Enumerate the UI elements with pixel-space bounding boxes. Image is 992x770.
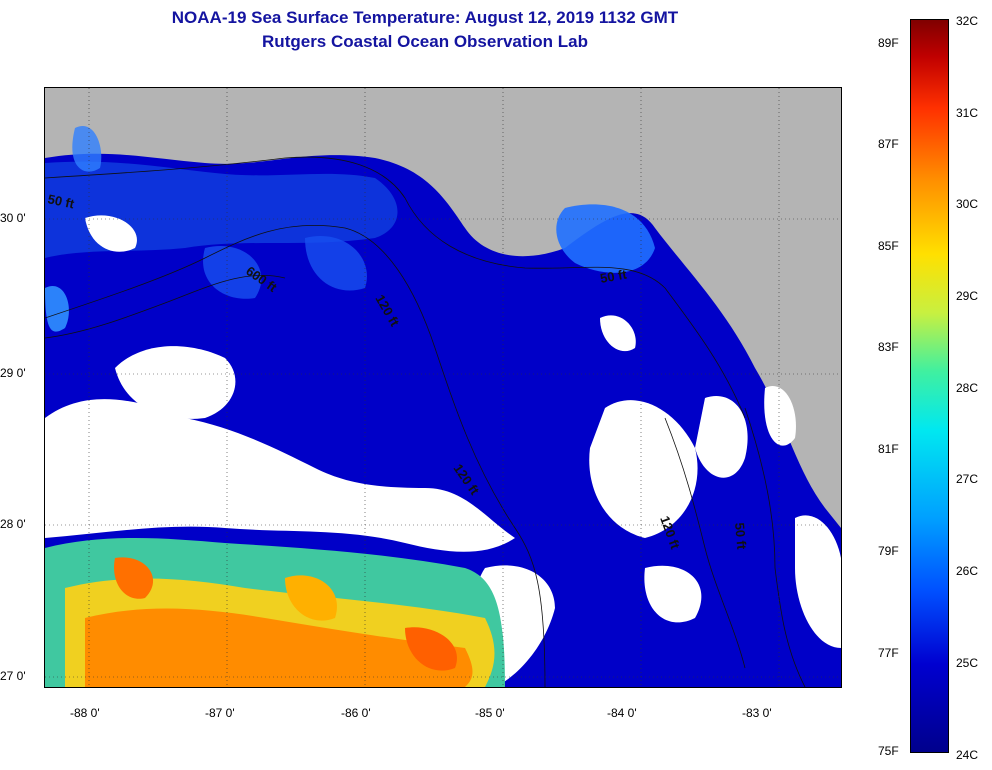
map-title: NOAA-19 Sea Surface Temperature: August … [171,8,679,27]
lon-label: -88 0' [70,706,100,720]
colorbar-f-label: 81F [878,442,899,456]
colorbar-c-label: 27C [956,472,979,486]
graticule [45,88,841,687]
coastal-patch [556,204,655,273]
lat-label: 28 0' [0,517,26,531]
cloud [695,396,748,478]
colorbar-f-label: 89F [878,36,899,50]
temperature-colorbar [910,19,949,753]
coastal-patch [72,126,102,172]
colorbar-c-label: 24C [956,748,979,762]
cloud [589,400,698,538]
contour-line [45,274,286,339]
cloud [85,215,137,252]
colorbar-f-label: 87F [878,137,899,151]
contour-label: 50 ft [46,191,76,211]
cloud [644,565,702,623]
colorbar-c-label: 31C [956,106,979,120]
sst-map: 50 ft 600 ft 120 ft 50 ft 120 ft 50 ft 1… [44,87,842,688]
cloud [115,346,236,419]
colorbar-f-label: 79F [878,544,899,558]
contour-line [45,225,546,687]
colorbar-f-label: 83F [878,340,899,354]
warm-patch [114,557,154,599]
colorbar-c-label: 29C [956,289,979,303]
coastal-patch [45,286,69,332]
lon-label: -83 0' [742,706,772,720]
contour-label: 50 ft [732,522,749,551]
map-subtitle: Rutgers Coastal Ocean Observation Lab [262,32,588,51]
cloud [764,386,796,446]
cloud [795,515,841,648]
cloud [45,399,515,552]
colorbar-c-label: 30C [956,197,979,211]
lon-label: -85 0' [475,706,505,720]
lat-label: 27 0' [0,669,26,683]
warm-water-hot [85,608,473,687]
colorbar-f-label: 75F [878,744,899,758]
colorbar-c-label: 28C [956,381,979,395]
contour-line [744,407,806,687]
coastal-patch [203,246,262,299]
coastal-patch [305,236,367,291]
colorbar-c-label: 26C [956,564,979,578]
colorbar-c-label: 32C [956,14,979,28]
colorbar-c-label: 25C [956,656,979,670]
warm-patch [285,575,337,621]
cloud [600,315,636,352]
lat-label: 29 0' [0,366,26,380]
contour-label: 50 ft [599,266,629,286]
lon-label: -84 0' [607,706,637,720]
lat-label: 30 0' [0,211,26,225]
contour-line [664,417,746,669]
warm-patch [405,627,457,671]
colorbar-f-label: 85F [878,239,899,253]
sst-map-canvas: 50 ft 600 ft 120 ft 50 ft 120 ft 50 ft 1… [45,88,841,687]
contour-line [45,156,746,419]
colorbar-f-label: 77F [878,646,899,660]
lon-label: -86 0' [341,706,371,720]
lon-label: -87 0' [205,706,235,720]
